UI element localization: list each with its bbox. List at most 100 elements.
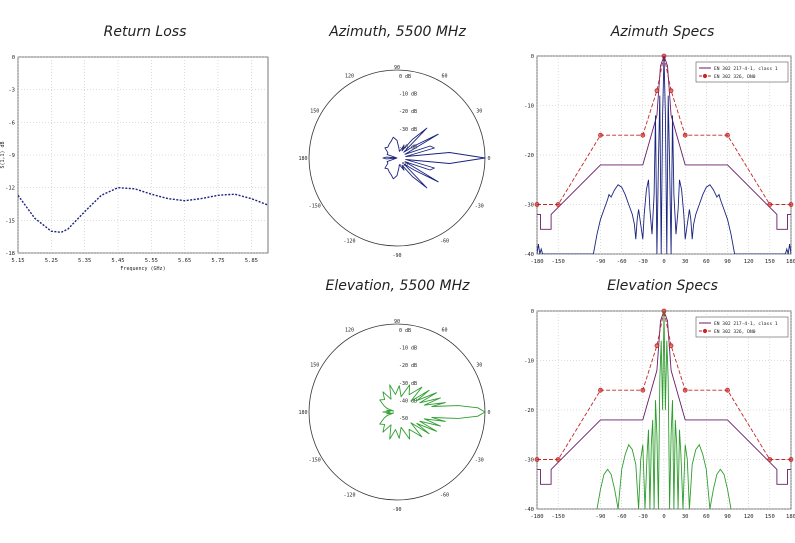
y-tick-label: -15 bbox=[5, 218, 15, 224]
legend-marker bbox=[702, 73, 708, 79]
x-axis-label: Frequency (GHz) bbox=[120, 266, 165, 272]
angle-label: 90 bbox=[394, 319, 400, 325]
x-tick-label: 60 bbox=[703, 259, 710, 265]
series-marker bbox=[534, 457, 540, 462]
series-line-0 bbox=[18, 186, 268, 234]
y-tick-label: -20 bbox=[524, 153, 534, 159]
azimuth-polar-chart: 0 dB-10 dB-20 dB-30 dB-40 dB-509060300-3… bbox=[298, 65, 490, 259]
angle-label: 30 bbox=[476, 363, 482, 369]
y-tick-label: -6 bbox=[8, 120, 15, 126]
elevation-polar-chart: 0 dB -10 dB -20 dB -30 dB -40 dB -50 90 60 30 0 -3… bbox=[298, 319, 490, 513]
angle-label: 180 bbox=[298, 410, 307, 416]
angle-label: -120 bbox=[343, 492, 355, 498]
series-marker bbox=[555, 457, 561, 462]
series-marker bbox=[725, 132, 730, 138]
elevation-specs-chart: -180 -150 -90 -60 -30 0 30 60 90 120 150 180 0 -10 -20… bbox=[524, 308, 795, 520]
series-marker bbox=[534, 202, 540, 207]
angle-label: 60 bbox=[441, 74, 447, 80]
y-tick-label: 0 bbox=[531, 309, 534, 315]
series-marker bbox=[725, 387, 730, 393]
x-tick-label: -60 bbox=[617, 514, 627, 520]
angle-label: -60 bbox=[440, 238, 449, 244]
x-tick-label: 180 bbox=[786, 259, 795, 265]
series-marker bbox=[598, 387, 603, 393]
series-line-1 bbox=[537, 56, 791, 205]
series-marker bbox=[640, 387, 646, 393]
y-tick-label: -10 bbox=[524, 104, 534, 110]
plot-area bbox=[17, 56, 269, 254]
y-tick-label: -30 bbox=[524, 458, 534, 464]
x-tick-label: 60 bbox=[703, 514, 710, 520]
x-tick-label: 5.25 bbox=[45, 258, 58, 264]
y-axis-label: S(1,1) dB bbox=[0, 141, 6, 168]
return-loss-title: Return Loss bbox=[103, 24, 187, 40]
x-tick-label: 180 bbox=[786, 514, 795, 520]
polar-pattern-0 bbox=[379, 384, 486, 440]
return-loss-chart: 5.15 5.25 5.35 5.45 5.55 5.65 5.75 5.85 0 -3 -6 -9 -… bbox=[0, 55, 269, 272]
angle-label: 150 bbox=[310, 109, 319, 115]
ring-label: -20 dB bbox=[399, 363, 417, 369]
legend-label: EN 302 326, DN0 bbox=[714, 329, 756, 335]
angle-label: 30 bbox=[476, 109, 482, 115]
legend-marker bbox=[702, 328, 708, 334]
azimuth-polar-title: Azimuth, 5500 MHz bbox=[329, 24, 466, 40]
azimuth-specs-title: Azimuth Specs bbox=[610, 24, 715, 40]
series-marker bbox=[654, 343, 660, 349]
x-tick-label: 5.35 bbox=[78, 258, 91, 264]
series-marker bbox=[767, 457, 773, 462]
x-tick-label: 30 bbox=[682, 514, 689, 520]
ring-label: -20 dB bbox=[399, 109, 417, 115]
polar-outer-circle bbox=[308, 323, 486, 501]
angle-label: 0 bbox=[487, 410, 490, 416]
y-tick-label: -20 bbox=[524, 408, 534, 414]
legend-box bbox=[695, 316, 789, 338]
y-tick-label: -3 bbox=[8, 88, 15, 94]
angle-label: 90 bbox=[394, 65, 400, 71]
series-line-0 bbox=[537, 311, 791, 485]
series-marker bbox=[555, 202, 561, 207]
ring-label: -40 dB bbox=[399, 398, 417, 404]
elevation-polar-title: Elevation, 5500 MHz bbox=[325, 278, 470, 294]
y-tick-label: -12 bbox=[5, 186, 15, 192]
angle-label: -90 bbox=[392, 253, 401, 259]
x-tick-label: 90 bbox=[724, 259, 731, 265]
x-tick-label: -150 bbox=[552, 514, 565, 520]
y-tick-label: -10 bbox=[524, 359, 534, 365]
angle-label: -150 bbox=[309, 204, 321, 210]
legend-box bbox=[695, 61, 789, 83]
x-tick-label: 5.85 bbox=[245, 258, 258, 264]
x-tick-label: -180 bbox=[530, 259, 543, 265]
x-tick-label: 30 bbox=[682, 259, 689, 265]
x-tick-label: -90 bbox=[596, 259, 606, 265]
series-marker bbox=[654, 88, 660, 94]
y-tick-label: 0 bbox=[12, 55, 15, 61]
series-marker bbox=[668, 343, 674, 349]
angle-label: -120 bbox=[343, 238, 355, 244]
legend-label: EN 302 217-4-1, class 1 bbox=[714, 321, 778, 327]
azimuth-specs-chart: -180 -150 -90 -60 -30 0 30 60 90 120 150 180 0 -10 -20… bbox=[524, 53, 795, 265]
legend-label: EN 302 326, DN0 bbox=[714, 74, 756, 80]
ring-label: 0 dB bbox=[399, 328, 411, 334]
angle-label: 180 bbox=[298, 156, 307, 162]
x-tick-label: 150 bbox=[765, 514, 775, 520]
angle-label: -90 bbox=[392, 507, 401, 513]
angle-label: -30 bbox=[475, 204, 484, 210]
x-tick-label: 5.15 bbox=[11, 258, 24, 264]
angle-label: 150 bbox=[310, 363, 319, 369]
x-tick-label: 0 bbox=[662, 259, 665, 265]
x-tick-label: -30 bbox=[638, 259, 648, 265]
angle-label: -60 bbox=[440, 492, 449, 498]
y-tick-label: -30 bbox=[524, 203, 534, 209]
series-marker bbox=[788, 457, 794, 462]
y-tick-label: -40 bbox=[524, 507, 534, 513]
angle-label: -150 bbox=[309, 458, 321, 464]
series-line-2 bbox=[596, 311, 732, 509]
series-marker bbox=[788, 202, 794, 207]
angle-label: 60 bbox=[441, 328, 447, 334]
y-tick-label: -18 bbox=[5, 251, 15, 257]
y-tick-label: -40 bbox=[524, 252, 534, 258]
ring-label: -10 dB bbox=[399, 346, 417, 352]
x-tick-label: 150 bbox=[765, 259, 775, 265]
angle-label: 120 bbox=[345, 328, 354, 334]
series-marker bbox=[640, 132, 646, 138]
